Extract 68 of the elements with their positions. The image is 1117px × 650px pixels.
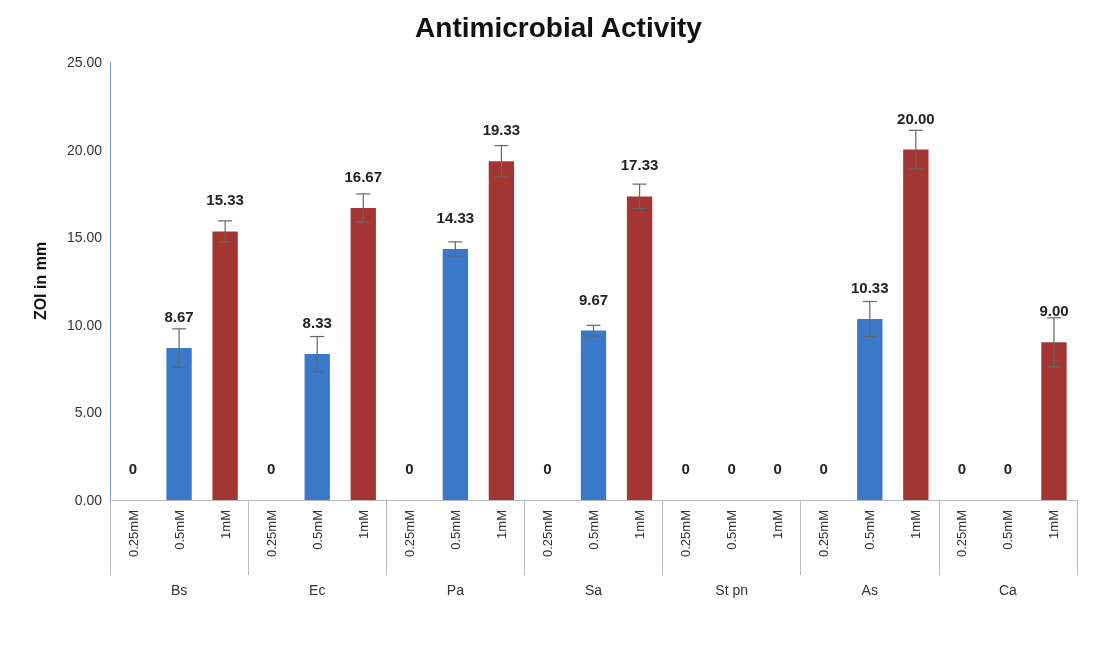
bar (903, 149, 929, 500)
x-tick-label: 0.25mM (816, 510, 832, 557)
x-tick-label: 1mM (770, 510, 786, 539)
data-label: 0 (681, 460, 690, 477)
x-tick-label: 0.5mM (724, 510, 740, 550)
bar (212, 231, 238, 500)
bar (857, 319, 883, 500)
x-tick-label: 1mM (493, 510, 509, 539)
x-tick-label: 0.5mM (586, 510, 601, 550)
y-tick-label: 15.00 (66, 229, 103, 246)
data-label: 8.67 (164, 308, 194, 326)
y-tick-label: 0.00 (74, 492, 103, 508)
x-tick-label: 0.5mM (1000, 510, 1016, 550)
data-label: 14.33 (436, 208, 475, 226)
x-tick-label: 0.5mM (309, 510, 325, 550)
data-label: 0 (957, 460, 967, 477)
y-tick-label: 10.00 (66, 316, 103, 333)
data-label: 20.00 (897, 109, 935, 127)
y-tick-label: 25.00 (66, 54, 103, 70)
data-label: 8.33 (302, 314, 332, 332)
text: As (861, 582, 878, 598)
data-label: 9.00 (1039, 302, 1069, 320)
x-tick-label: 0.25mM (263, 510, 279, 557)
x-tick-label: 1mM (217, 510, 233, 539)
y-tick-label: 20.00 (66, 141, 103, 158)
bar (1041, 342, 1067, 500)
x-tick-label: 0.25mM (539, 510, 555, 557)
data-label: 10.33 (851, 279, 889, 297)
x-tick-label: 1mM (355, 510, 371, 539)
bar (580, 330, 607, 500)
x-tick-label: 0.5mM (862, 510, 878, 550)
data-label: 9.67 (578, 290, 609, 308)
data-label: 0 (727, 460, 736, 477)
bar (350, 207, 376, 500)
x-tick-label: 0.25mM (401, 510, 417, 557)
data-label: 0 (266, 460, 276, 477)
text: St pn (715, 582, 748, 598)
data-label: 0 (128, 460, 138, 477)
text: Ec (309, 582, 326, 598)
x-tick-label: 1mM (1046, 510, 1062, 539)
text: Pa (446, 582, 465, 598)
text: Ca (998, 582, 1018, 598)
bar (442, 248, 469, 500)
text: Bs (170, 582, 188, 598)
bar (488, 161, 515, 500)
x-tick-label: 1mM (908, 510, 924, 539)
x-tick-label: 0.5mM (447, 510, 463, 550)
x-tick-label: 0.25mM (125, 510, 141, 557)
data-label: 0 (405, 460, 414, 477)
data-label: 17.33 (620, 156, 659, 174)
y-tick-label: 5.00 (74, 404, 103, 421)
bar (626, 196, 653, 500)
y-axis-title: ZOI in mm (31, 241, 49, 321)
chart-title: Antimicrobial Activity (415, 11, 703, 43)
x-tick-label: 1mM (632, 510, 648, 539)
x-tick-label: 0.25mM (954, 510, 970, 557)
x-tick-label: 0.5mM (171, 510, 187, 550)
data-label: 0 (819, 460, 828, 477)
data-label: 16.67 (344, 167, 383, 185)
data-label: 0 (773, 460, 782, 477)
data-label: 0 (1003, 460, 1013, 477)
bar (166, 348, 192, 500)
data-label: 19.33 (482, 121, 521, 139)
data-label: 0 (543, 460, 552, 477)
bar (304, 354, 330, 500)
data-label: 15.33 (206, 191, 244, 209)
text: Sa (584, 582, 603, 598)
x-tick-label: 0.25mM (678, 510, 694, 557)
